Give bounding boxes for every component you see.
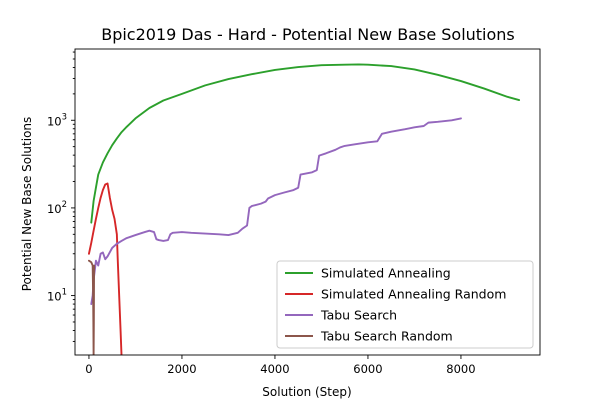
series-line-tabu-search-random — [87, 259, 96, 355]
chart-title: Bpic2019 Das - Hard - Potential New Base… — [101, 25, 515, 44]
y-tick-label: 101 — [47, 288, 67, 304]
x-tick-label: 0 — [85, 362, 92, 376]
y-tick-label: 102 — [47, 200, 67, 216]
series-line-simulated-annealing — [90, 63, 521, 224]
legend-box — [276, 260, 534, 349]
series-line-simulated-annealing-random — [87, 182, 123, 355]
y-tick-label: 103 — [47, 112, 67, 128]
plot-frame — [74, 48, 541, 356]
legend-label-simulated-annealing-random: Simulated Annealing Random — [321, 287, 506, 302]
legend-label-tabu-search-random: Tabu Search Random — [320, 329, 453, 344]
series-line-tabu-search — [90, 117, 462, 306]
x-axis-label: Solution (Step) — [262, 385, 351, 399]
legend-label-simulated-annealing: Simulated Annealing — [321, 266, 451, 281]
x-tick-label: 4000 — [260, 362, 289, 376]
y-axis-label: Potential New Base Solutions — [20, 117, 34, 292]
x-tick-label: 2000 — [167, 362, 196, 376]
legend: Simulated Annealing Simulated Annealing R… — [276, 260, 534, 349]
legend-label-tabu-search: Tabu Search — [320, 308, 397, 323]
x-tick-label: 6000 — [353, 362, 382, 376]
x-tick-label: 8000 — [446, 362, 475, 376]
plot-area — [87, 63, 521, 355]
